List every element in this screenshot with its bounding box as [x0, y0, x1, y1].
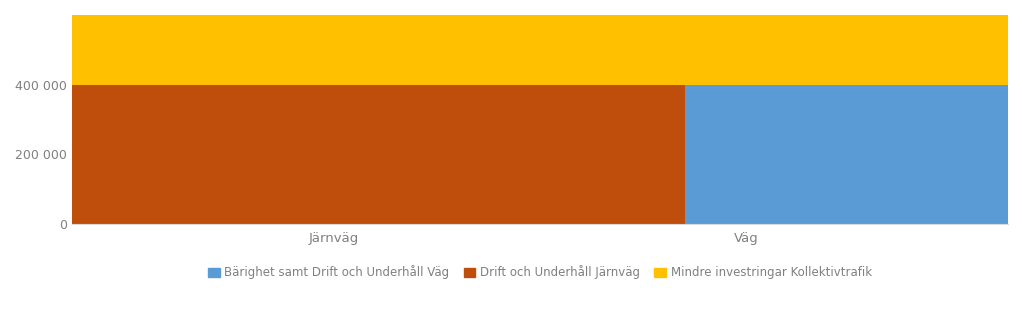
Legend: Bärighet samt Drift och Underhåll Väg, Drift och Underhåll Järnväg, Mindre inves: Bärighet samt Drift och Underhåll Väg, D…	[203, 261, 877, 284]
Bar	[395, 15, 1023, 85]
Bar	[395, 85, 1023, 223]
Bar	[0, 85, 685, 223]
Bar	[0, 15, 685, 85]
